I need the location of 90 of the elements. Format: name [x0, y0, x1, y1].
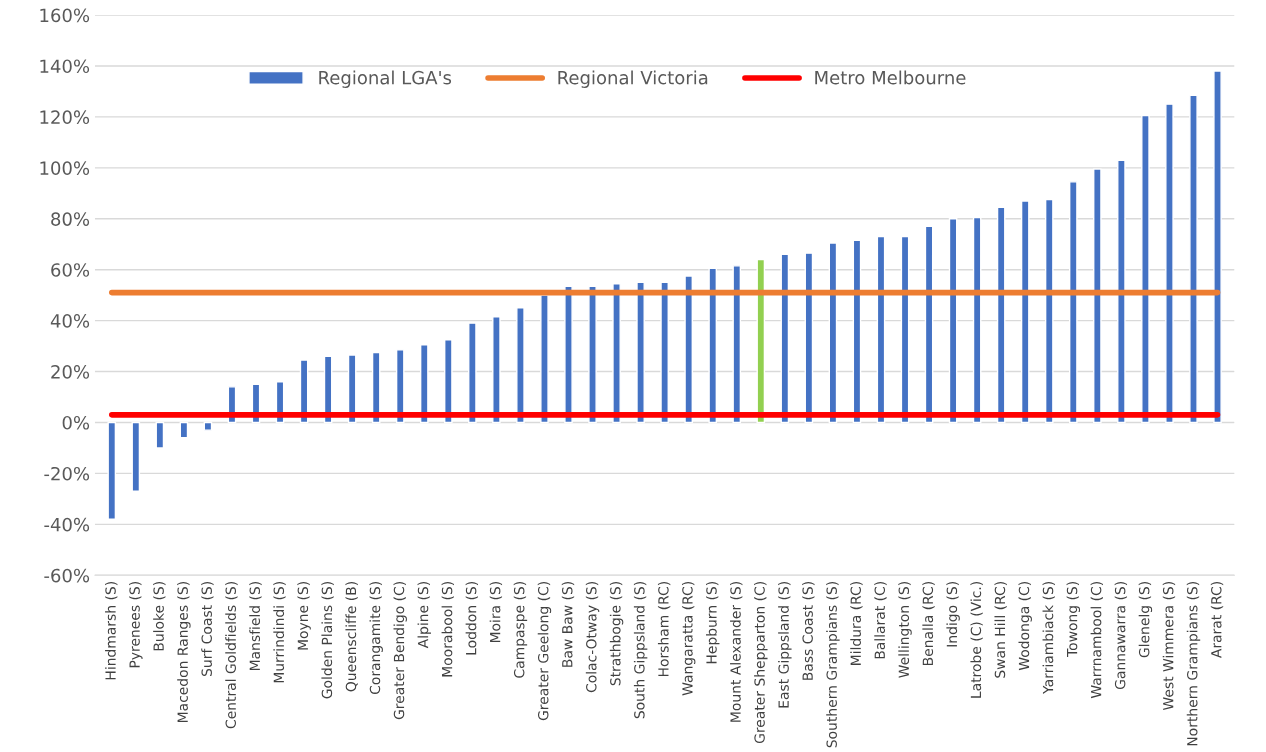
x-tick-label: South Gippsland (S) [633, 582, 648, 719]
x-tick-label: Ararat (RC) [1210, 582, 1224, 659]
x-tick-label: Gannawarra (S) [1114, 582, 1128, 690]
bar [1020, 200, 1030, 424]
bar [612, 283, 621, 424]
x-tick-label: Central Goldfields (S) [225, 582, 238, 729]
x-tick-label: Mildura (RC) [850, 582, 863, 665]
y-tick-label: 20% [51, 365, 90, 379]
bar [444, 339, 453, 424]
bar [540, 294, 549, 424]
bar [155, 421, 165, 449]
bar [203, 421, 213, 431]
x-tick-label: Wellington (S) [898, 582, 912, 678]
bar [468, 322, 477, 424]
x-tick-label: West Wimmera (S) [1162, 582, 1176, 711]
bar [1189, 94, 1198, 424]
x-tick-label: Mount Alexander (S) [730, 582, 743, 722]
bar [492, 316, 501, 424]
x-tick-label: East Gippsland (S) [778, 582, 792, 708]
bar [107, 421, 117, 520]
x-tick-label: Hindmarsh (S) [105, 582, 118, 680]
y-tick-label: 80% [51, 212, 90, 226]
x-tick-label: Greater Geelong (C) [537, 582, 552, 721]
bar [1117, 159, 1126, 424]
x-tick-label: Latrobe (C) (Vic.) [970, 582, 983, 698]
y-tick-label: 160% [40, 8, 90, 23]
x-tick-label: Surf Coast (S) [201, 582, 214, 677]
x-tick-label: Hepburn (S) [706, 582, 720, 664]
x-tick-label: Corangamite (S) [369, 582, 383, 695]
x-tick-label: Mansfield (S) [249, 582, 262, 671]
x-tick-label: Greater Shepparton (C) [754, 582, 768, 744]
bar [732, 265, 742, 424]
legend-label: Regional LGA's [319, 70, 452, 88]
x-tick-label: Macedon Ranges (S) [177, 582, 191, 722]
x-tick-label: Benalla (RC) [922, 582, 935, 665]
y-tick-label: 60% [51, 263, 90, 277]
bar [1093, 168, 1102, 424]
x-tick-label: Towong (S) [1066, 582, 1081, 658]
x-tick-label: Yarriambiack (S) [1042, 582, 1055, 694]
x-tick-label: Warrnambool (C) [1090, 582, 1103, 699]
y-tick-label: 0% [62, 415, 90, 430]
y-tick-label: -60% [44, 568, 90, 583]
x-tick-label: Buloke (S) [153, 582, 166, 651]
x-tick-label: Pyrenees (S) [129, 582, 143, 668]
bar [1213, 70, 1222, 424]
x-tick-label: Glenelg (S) [1138, 582, 1153, 658]
x-tick-label: Campaspe (S) [513, 582, 528, 678]
x-tick-label: Horsham (RC) [657, 582, 671, 677]
bar [1165, 103, 1174, 424]
x-tick-label: Moira (S) [489, 582, 503, 643]
x-tick-label: Southern Grampians (S) [826, 582, 840, 748]
x-tick-label: Moorabool (S) [441, 582, 454, 677]
x-tick-label: Wodonga (C) [1018, 582, 1032, 671]
x-tick-label: Wangaratta (RC) [681, 582, 696, 696]
x-tick-label: Colac-Otway (S) [585, 582, 600, 693]
y-tick-label: 100% [40, 161, 90, 175]
bar [1141, 114, 1150, 424]
x-tick-label: Loddon (S) [465, 582, 479, 655]
legend-label: Metro Melbourne [815, 70, 966, 85]
y-tick-label: 40% [50, 314, 90, 328]
x-tick-label: Queenscliffe (B) [345, 582, 358, 692]
bar [660, 281, 669, 424]
x-tick-label: Indigo (S) [946, 582, 960, 647]
bar [419, 344, 429, 424]
bar [1044, 198, 1054, 424]
legend-label: Regional Victoria [558, 70, 708, 88]
y-tick-label: -40% [44, 517, 90, 532]
x-tick-label: Strathbogie (S) [609, 582, 624, 686]
bar [708, 267, 718, 424]
bar [564, 285, 573, 424]
x-tick-label: Golden Plains (S) [321, 582, 334, 699]
bar [1068, 181, 1078, 424]
bar [684, 275, 693, 424]
x-tick-label: Northern Grampians (S) [1186, 582, 1201, 746]
x-tick-label: Murrindindi (S) [273, 582, 286, 683]
x-tick-label: Ballarat (C) [874, 582, 887, 659]
bar [588, 285, 597, 424]
x-tick-label: Swan Hill (RC) [994, 582, 1007, 678]
bar [636, 281, 645, 424]
bar [516, 307, 525, 424]
y-tick-label: 140% [40, 59, 90, 74]
x-tick-label: Bass Coast (S) [802, 582, 815, 680]
y-tick-label: 120% [40, 110, 90, 125]
x-tick-label: Alpine (S) [417, 582, 431, 649]
x-tick-label: Baw Baw (S) [561, 582, 575, 667]
x-tick-label: Greater Bendigo (C) [393, 582, 407, 720]
y-tick-label: -20% [44, 466, 90, 481]
bar [131, 421, 141, 492]
x-tick-label: Moyne (S) [297, 582, 311, 650]
bar [179, 421, 189, 439]
